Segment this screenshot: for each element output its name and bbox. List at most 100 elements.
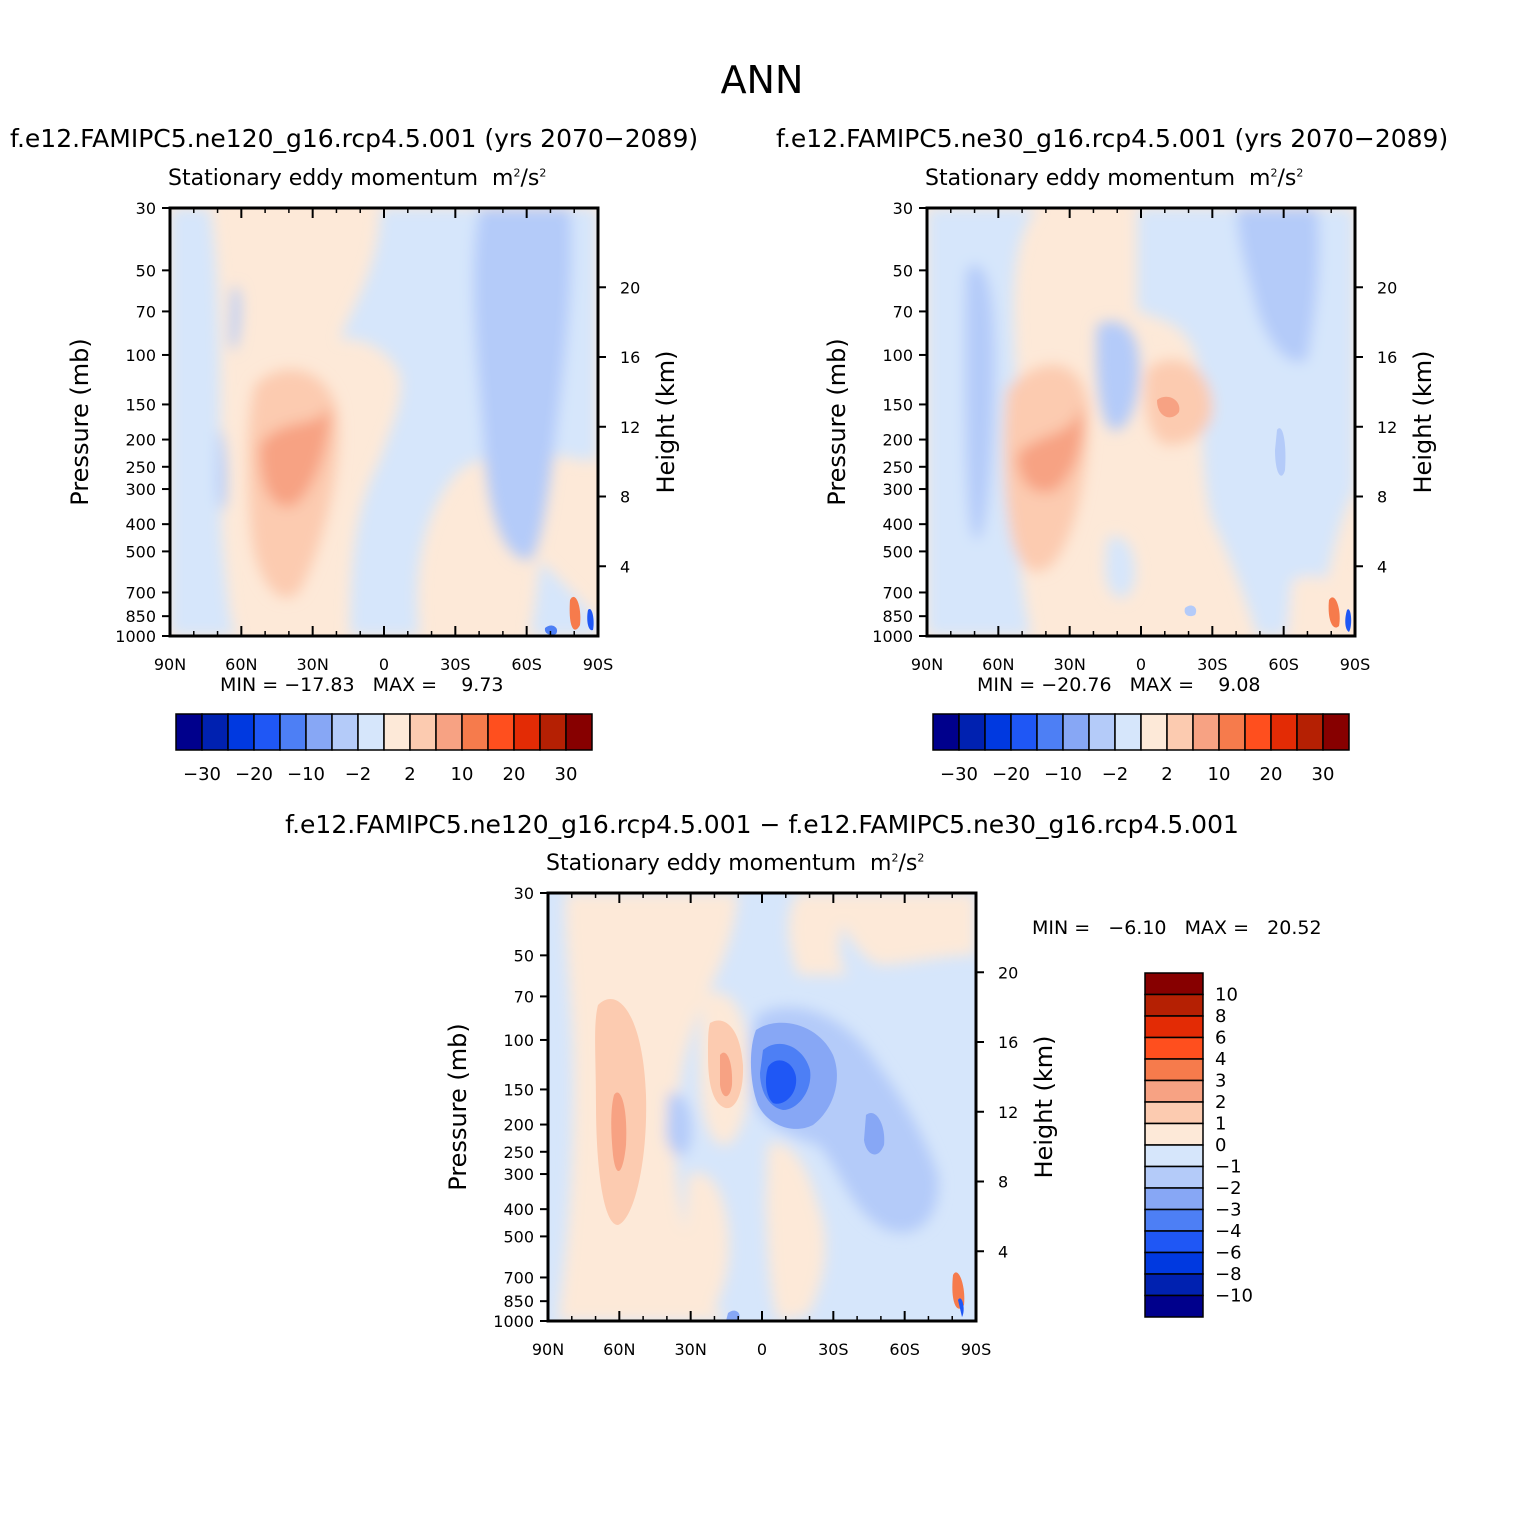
colorbar-swatch bbox=[1144, 1208, 1204, 1232]
colorbar-label: 2 bbox=[1161, 764, 1172, 785]
colorbar-label: −20 bbox=[992, 764, 1030, 785]
y-tick-label: 30 bbox=[893, 199, 913, 218]
colorbar-swatch bbox=[1192, 713, 1220, 751]
y-tick-label: 400 bbox=[503, 1200, 534, 1219]
y-tick-label: 400 bbox=[882, 515, 913, 534]
colorbar-label: −8 bbox=[1215, 1264, 1242, 1285]
units-text: m2/s2 bbox=[870, 851, 925, 876]
panel-3-field bbox=[548, 893, 976, 1321]
colorbar-swatch bbox=[253, 713, 281, 751]
y-tick-label: 250 bbox=[125, 458, 156, 477]
x-tick-label: 0 bbox=[1136, 655, 1146, 674]
colorbar-swatch bbox=[1322, 713, 1350, 751]
colorbar-swatch bbox=[1144, 972, 1204, 996]
x-tick-label: 90S bbox=[583, 655, 614, 674]
colorbar-swatch bbox=[1144, 1101, 1204, 1125]
y-tick-label: 150 bbox=[882, 395, 913, 414]
y2-tick-label: 4 bbox=[998, 1242, 1008, 1261]
panel-1-subtitle: Stationary eddy momentum m2/s2 bbox=[168, 166, 546, 191]
x-tick-label: 30S bbox=[818, 1340, 849, 1359]
panel-3-subtitle: Stationary eddy momentum m2/s2 bbox=[546, 851, 924, 876]
colorbar-label: −10 bbox=[287, 764, 325, 785]
y-tick-label: 30 bbox=[136, 199, 156, 218]
colorbar-swatch bbox=[331, 713, 359, 751]
y2-tick-label: 4 bbox=[620, 557, 630, 576]
panel-1-minmax: MIN = −17.83 MAX = 9.73 bbox=[220, 674, 504, 696]
y2-tick-label: 8 bbox=[620, 488, 630, 507]
units-text: m2/s2 bbox=[492, 166, 547, 191]
panel-2-field bbox=[927, 208, 1355, 636]
y-tick-label: 400 bbox=[125, 515, 156, 534]
colorbar-swatch bbox=[487, 713, 515, 751]
colorbar-label: 10 bbox=[1208, 764, 1231, 785]
colorbar-label: −30 bbox=[940, 764, 978, 785]
x-tick-label: 60N bbox=[225, 655, 257, 674]
colorbar-swatch bbox=[1144, 993, 1204, 1017]
colorbar-swatch bbox=[1114, 713, 1142, 751]
colorbar-swatch bbox=[539, 713, 567, 751]
y-tick-label: 300 bbox=[503, 1165, 534, 1184]
y-tick-label: 70 bbox=[514, 987, 534, 1006]
colorbar-label: −4 bbox=[1215, 1221, 1242, 1242]
x-tick-label: 30S bbox=[440, 655, 471, 674]
y2-tick-label: 16 bbox=[1377, 348, 1397, 367]
colorbar-swatch bbox=[1144, 1230, 1204, 1254]
y-tick-label: 250 bbox=[882, 458, 913, 477]
subtitle-text: Stationary eddy momentum bbox=[546, 851, 857, 876]
x-tick-label: 30N bbox=[675, 1340, 707, 1359]
y-tick-label: 700 bbox=[125, 583, 156, 602]
colorbar-label: −10 bbox=[1215, 1286, 1253, 1307]
y-tick-label: 200 bbox=[125, 431, 156, 450]
colorbar-swatch bbox=[1218, 713, 1246, 751]
colorbar-label: −30 bbox=[183, 764, 221, 785]
y2-tick-label: 16 bbox=[620, 348, 640, 367]
subtitle-text: Stationary eddy momentum bbox=[925, 166, 1236, 191]
colorbar-swatch bbox=[175, 713, 203, 751]
colorbar-swatch bbox=[1296, 713, 1324, 751]
y-tick-label: 850 bbox=[503, 1292, 534, 1311]
colorbar-swatch bbox=[513, 713, 541, 751]
colorbar-label: −2 bbox=[345, 764, 372, 785]
y-tick-label: 500 bbox=[125, 542, 156, 561]
panel-3-ylabel: Pressure (mb) bbox=[444, 1023, 472, 1190]
x-tick-label: 90S bbox=[961, 1340, 992, 1359]
colorbar-label: −3 bbox=[1215, 1200, 1242, 1221]
colorbar-label: −10 bbox=[1044, 764, 1082, 785]
colorbar-swatch bbox=[1144, 1273, 1204, 1297]
colorbar-swatch bbox=[357, 713, 385, 751]
y2-tick-label: 20 bbox=[998, 963, 1018, 982]
colorbar-swatch bbox=[1144, 1122, 1204, 1146]
y-tick-label: 500 bbox=[882, 542, 913, 561]
panel-3-title: f.e12.FAMIPC5.ne120_g16.rcp4.5.001 − f.e… bbox=[285, 810, 1239, 839]
colorbar-label: −6 bbox=[1215, 1243, 1242, 1264]
y-tick-label: 500 bbox=[503, 1227, 534, 1246]
y2-tick-label: 4 bbox=[1377, 557, 1387, 576]
panel-1-axes: 90N 60N 30N 0 30S 60S 90S 30 50 70 100 150 200 250 300… bbox=[115, 199, 640, 674]
colorbar-label: 30 bbox=[555, 764, 578, 785]
units-text: m2/s2 bbox=[1249, 166, 1304, 191]
colorbar-swatch bbox=[227, 713, 255, 751]
colorbar-swatch bbox=[1144, 1058, 1204, 1082]
colorbar-label: 4 bbox=[1215, 1049, 1226, 1070]
panel-2-title: f.e12.FAMIPC5.ne30_g16.rcp4.5.001 (yrs 2… bbox=[776, 124, 1449, 153]
y-tick-label: 50 bbox=[514, 946, 534, 965]
panel-2-minmax: MIN = −20.76 MAX = 9.08 bbox=[977, 674, 1261, 696]
y2-tick-label: 12 bbox=[1377, 418, 1397, 437]
y2-tick-label: 8 bbox=[1377, 488, 1387, 507]
colorbar-swatch bbox=[565, 713, 593, 751]
y-tick-label: 850 bbox=[882, 607, 913, 626]
panel-3-minmax: MIN = −6.10 MAX = 20.52 bbox=[1032, 917, 1322, 939]
panel-2-plot: 90N 60N 30N 0 30S 60S 90S 30 50 70 100 150 200 250 300… bbox=[823, 199, 1437, 674]
colorbar-swatch bbox=[1166, 713, 1194, 751]
max-value: 9.73 bbox=[461, 674, 504, 696]
x-tick-label: 60N bbox=[603, 1340, 635, 1359]
colorbar-label: −20 bbox=[235, 764, 273, 785]
y-tick-label: 700 bbox=[503, 1268, 534, 1287]
colorbar-swatch bbox=[1144, 1036, 1204, 1060]
panel-2-ylabel: Pressure (mb) bbox=[823, 338, 851, 505]
colorbar-swatch bbox=[305, 713, 333, 751]
y-tick-label: 100 bbox=[125, 346, 156, 365]
colorbar-swatch bbox=[1144, 1015, 1204, 1039]
colorbar-swatch bbox=[1144, 1251, 1204, 1275]
colorbar-swatch bbox=[932, 713, 960, 751]
